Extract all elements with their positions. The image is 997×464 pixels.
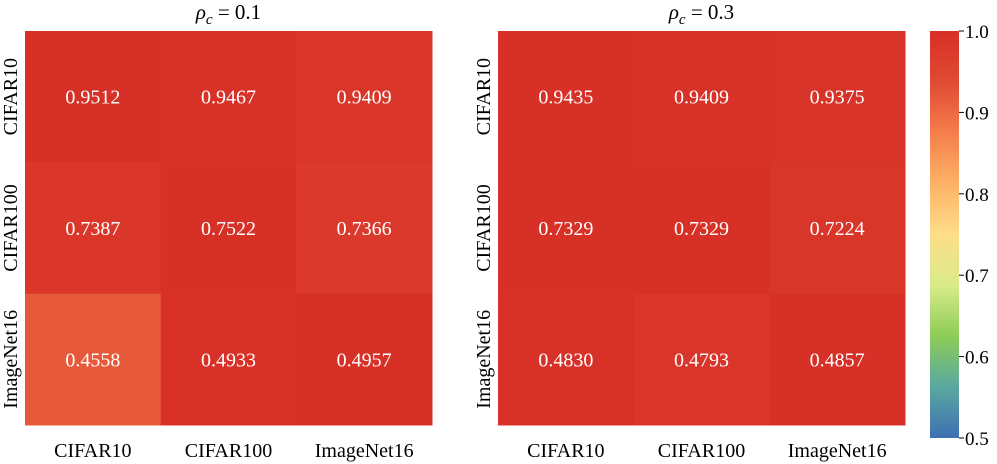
cell-cifar100-imagenet16 bbox=[769, 162, 906, 295]
cell-imagenet16-cifar100 bbox=[160, 293, 297, 426]
cell-cifar10-cifar10 bbox=[498, 31, 635, 163]
heatmap-panel-2: ρc = 0.3 0.9435 0.9409 0.9375 0.7329 0.7329 0.… bbox=[473, 0, 906, 462]
x-tick-label: CIFAR10 bbox=[54, 440, 131, 462]
cell-value-label: 0.4957 bbox=[337, 349, 392, 371]
x-tick-label: CIFAR10 bbox=[527, 440, 604, 462]
cell-value-label: 0.4558 bbox=[65, 349, 120, 371]
cell-value-label: 0.7387 bbox=[65, 218, 120, 240]
colorbar-tick-label: 0.7 bbox=[965, 266, 989, 287]
cell-value-label: 0.9409 bbox=[674, 87, 729, 109]
cell-cifar10-cifar100 bbox=[160, 31, 297, 163]
y-tick-label: CIFAR10 bbox=[0, 58, 22, 135]
cell-imagenet16-imagenet16 bbox=[769, 293, 906, 426]
colorbar-tick-label: 0.6 bbox=[965, 348, 989, 369]
cell-value-label: 0.4933 bbox=[201, 349, 256, 371]
x-tick-label: CIFAR100 bbox=[658, 440, 745, 462]
cell-value-label: 0.7224 bbox=[810, 218, 865, 240]
cell-cifar10-imagenet16 bbox=[296, 31, 433, 163]
cell-value-label: 0.9375 bbox=[810, 87, 865, 109]
colorbar-tick-label: 1.0 bbox=[965, 22, 989, 43]
cell-imagenet16-imagenet16 bbox=[296, 293, 433, 426]
cell-cifar100-imagenet16 bbox=[296, 162, 433, 295]
cell-cifar100-cifar10 bbox=[498, 162, 635, 295]
cell-cifar100-cifar10 bbox=[25, 162, 162, 295]
cell-value-label: 0.9467 bbox=[201, 87, 256, 109]
colorbar-tick-label: 0.8 bbox=[965, 185, 989, 206]
cell-imagenet16-cifar10 bbox=[498, 293, 635, 426]
panel-title: ρc = 0.3 bbox=[668, 0, 734, 28]
cell-value-label: 0.4857 bbox=[810, 349, 865, 371]
cell-value-label: 0.4830 bbox=[538, 349, 593, 371]
cell-value-label: 0.7522 bbox=[201, 218, 256, 240]
cell-cifar100-cifar100 bbox=[160, 162, 297, 295]
heatmap-panel-1: ρc = 0.1 0.9512 0.9467 0.9409 0.7387 0.7522 0.… bbox=[0, 0, 433, 462]
cell-value-label: 0.7366 bbox=[337, 218, 392, 240]
x-tick-label: CIFAR100 bbox=[185, 440, 272, 462]
cell-value-label: 0.7329 bbox=[674, 218, 729, 240]
panel-title: ρc = 0.1 bbox=[195, 0, 261, 28]
cell-value-label: 0.4793 bbox=[674, 349, 729, 371]
colorbar: 0.5 0.6 0.7 0.8 0.9 1.0 bbox=[930, 22, 989, 450]
cell-value-label: 0.9512 bbox=[65, 87, 120, 109]
x-tick-label: ImageNet16 bbox=[788, 440, 887, 462]
cell-imagenet16-cifar100 bbox=[633, 293, 770, 426]
cell-cifar10-imagenet16 bbox=[769, 31, 906, 163]
colorbar-tick-label: 0.5 bbox=[965, 429, 989, 450]
cell-cifar100-cifar100 bbox=[633, 162, 770, 295]
y-tick-label: ImageNet16 bbox=[473, 310, 495, 409]
cell-value-label: 0.9435 bbox=[538, 87, 593, 109]
y-tick-label: CIFAR100 bbox=[0, 184, 22, 271]
cell-cifar10-cifar10 bbox=[25, 31, 162, 163]
colorbar-tick-label: 0.9 bbox=[965, 103, 989, 124]
colorbar-gradient bbox=[930, 31, 959, 438]
cell-cifar10-cifar100 bbox=[633, 31, 770, 163]
cell-value-label: 0.9409 bbox=[337, 87, 392, 109]
y-tick-label: CIFAR100 bbox=[473, 184, 495, 271]
cell-imagenet16-cifar10 bbox=[25, 293, 162, 426]
y-tick-label: ImageNet16 bbox=[0, 310, 22, 409]
cell-value-label: 0.7329 bbox=[538, 218, 593, 240]
y-tick-label: CIFAR10 bbox=[473, 58, 495, 135]
x-tick-label: ImageNet16 bbox=[315, 440, 414, 462]
